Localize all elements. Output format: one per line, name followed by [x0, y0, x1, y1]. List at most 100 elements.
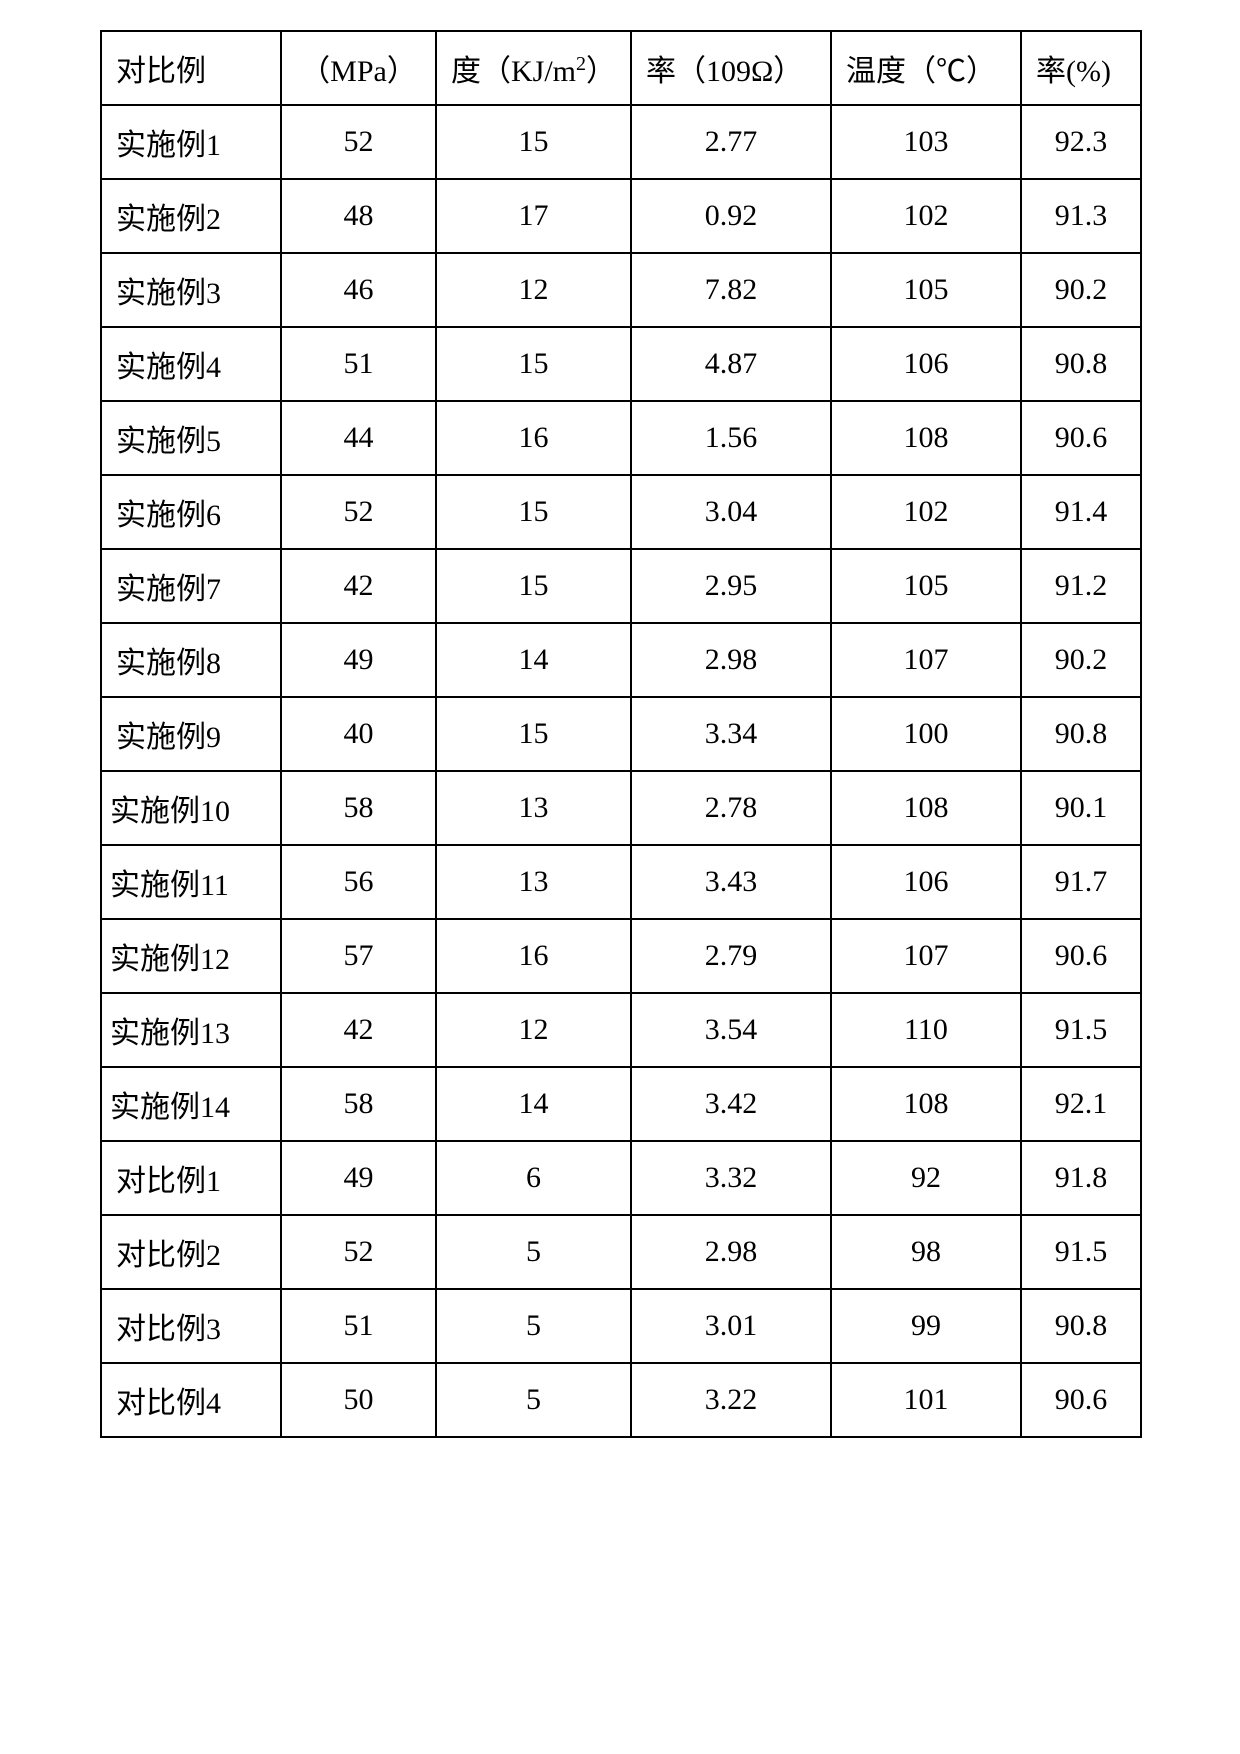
cell-ohm: 2.77 — [631, 105, 831, 179]
cell-kj: 16 — [436, 401, 631, 475]
cell-ohm: 1.56 — [631, 401, 831, 475]
table-row: 实施例742152.9510591.2 — [101, 549, 1141, 623]
cell-ohm: 3.32 — [631, 1141, 831, 1215]
cell-mpa: 40 — [281, 697, 436, 771]
cell-mpa: 52 — [281, 105, 436, 179]
cell-ohm: 3.01 — [631, 1289, 831, 1363]
cell-label: 对比例1 — [101, 1141, 281, 1215]
table-row: 实施例248170.9210291.3 — [101, 179, 1141, 253]
cell-pct: 91.7 — [1021, 845, 1141, 919]
header-pct: 率(%) — [1021, 31, 1141, 105]
cell-pct: 91.8 — [1021, 1141, 1141, 1215]
cell-ohm: 7.82 — [631, 253, 831, 327]
header-temp: 温度（℃） — [831, 31, 1021, 105]
cell-kj: 15 — [436, 105, 631, 179]
cell-mpa: 51 — [281, 327, 436, 401]
cell-label: 对比例3 — [101, 1289, 281, 1363]
cell-kj: 13 — [436, 771, 631, 845]
cell-label: 对比例2 — [101, 1215, 281, 1289]
table-container: 对比例 （MPa） 度（KJ/m2） 率（109Ω） 温度（℃） 率(%) 实施… — [0, 0, 1240, 1468]
cell-kj: 15 — [436, 327, 631, 401]
cell-mpa: 49 — [281, 1141, 436, 1215]
table-row: 对比例45053.2210190.6 — [101, 1363, 1141, 1437]
cell-kj: 14 — [436, 1067, 631, 1141]
cell-pct: 91.5 — [1021, 1215, 1141, 1289]
cell-kj: 15 — [436, 549, 631, 623]
cell-mpa: 49 — [281, 623, 436, 697]
cell-kj: 5 — [436, 1363, 631, 1437]
cell-mpa: 52 — [281, 1215, 436, 1289]
cell-ohm: 3.54 — [631, 993, 831, 1067]
cell-kj: 16 — [436, 919, 631, 993]
cell-ohm: 3.43 — [631, 845, 831, 919]
table-row: 实施例1342123.5411091.5 — [101, 993, 1141, 1067]
cell-temp: 101 — [831, 1363, 1021, 1437]
cell-kj: 6 — [436, 1141, 631, 1215]
cell-ohm: 0.92 — [631, 179, 831, 253]
cell-mpa: 42 — [281, 993, 436, 1067]
table-row: 实施例1058132.7810890.1 — [101, 771, 1141, 845]
cell-kj: 17 — [436, 179, 631, 253]
header-ohm: 率（109Ω） — [631, 31, 831, 105]
cell-temp: 92 — [831, 1141, 1021, 1215]
table-row: 实施例451154.8710690.8 — [101, 327, 1141, 401]
cell-pct: 91.5 — [1021, 993, 1141, 1067]
cell-kj: 13 — [436, 845, 631, 919]
cell-label: 实施例12 — [101, 919, 281, 993]
cell-kj: 14 — [436, 623, 631, 697]
table-row: 实施例940153.3410090.8 — [101, 697, 1141, 771]
cell-mpa: 58 — [281, 771, 436, 845]
cell-mpa: 58 — [281, 1067, 436, 1141]
header-mpa: （MPa） — [281, 31, 436, 105]
cell-ohm: 3.22 — [631, 1363, 831, 1437]
table-body: 实施例152152.7710392.3实施例248170.9210291.3 实施… — [101, 105, 1141, 1437]
cell-kj: 5 — [436, 1215, 631, 1289]
cell-pct: 90.8 — [1021, 697, 1141, 771]
cell-kj: 12 — [436, 993, 631, 1067]
table-row: 实施例152152.7710392.3 — [101, 105, 1141, 179]
cell-temp: 102 — [831, 179, 1021, 253]
cell-temp: 108 — [831, 1067, 1021, 1141]
cell-label: 实施例4 — [101, 327, 281, 401]
cell-pct: 90.1 — [1021, 771, 1141, 845]
cell-ohm: 2.95 — [631, 549, 831, 623]
cell-label: 对比例4 — [101, 1363, 281, 1437]
cell-pct: 92.3 — [1021, 105, 1141, 179]
cell-temp: 106 — [831, 327, 1021, 401]
cell-label: 实施例5 — [101, 401, 281, 475]
cell-ohm: 2.98 — [631, 1215, 831, 1289]
cell-temp: 98 — [831, 1215, 1021, 1289]
table-row: 实施例1257162.7910790.6 — [101, 919, 1141, 993]
cell-pct: 91.2 — [1021, 549, 1141, 623]
cell-ohm: 3.34 — [631, 697, 831, 771]
cell-pct: 91.3 — [1021, 179, 1141, 253]
cell-ohm: 3.04 — [631, 475, 831, 549]
table-row: 实施例652153.0410291.4 — [101, 475, 1141, 549]
cell-kj: 5 — [436, 1289, 631, 1363]
cell-pct: 92.1 — [1021, 1067, 1141, 1141]
cell-mpa: 56 — [281, 845, 436, 919]
header-kj: 度（KJ/m2） — [436, 31, 631, 105]
cell-temp: 107 — [831, 919, 1021, 993]
header-kj-suffix: ） — [586, 55, 616, 88]
cell-kj: 12 — [436, 253, 631, 327]
table-row: 实施例849142.9810790.2 — [101, 623, 1141, 697]
cell-temp: 99 — [831, 1289, 1021, 1363]
cell-temp: 110 — [831, 993, 1021, 1067]
header-kj-prefix: 度（KJ/m — [451, 55, 576, 88]
cell-kj: 15 — [436, 475, 631, 549]
cell-temp: 105 — [831, 253, 1021, 327]
table-row: 实施例544161.5610890.6 — [101, 401, 1141, 475]
header-kj-sup: 2 — [576, 53, 586, 75]
cell-temp: 105 — [831, 549, 1021, 623]
cell-ohm: 2.79 — [631, 919, 831, 993]
cell-pct: 91.4 — [1021, 475, 1141, 549]
cell-pct: 90.2 — [1021, 623, 1141, 697]
cell-label: 实施例13 — [101, 993, 281, 1067]
cell-label: 实施例6 — [101, 475, 281, 549]
cell-mpa: 44 — [281, 401, 436, 475]
cell-mpa: 52 — [281, 475, 436, 549]
cell-temp: 106 — [831, 845, 1021, 919]
cell-ohm: 3.42 — [631, 1067, 831, 1141]
cell-mpa: 46 — [281, 253, 436, 327]
